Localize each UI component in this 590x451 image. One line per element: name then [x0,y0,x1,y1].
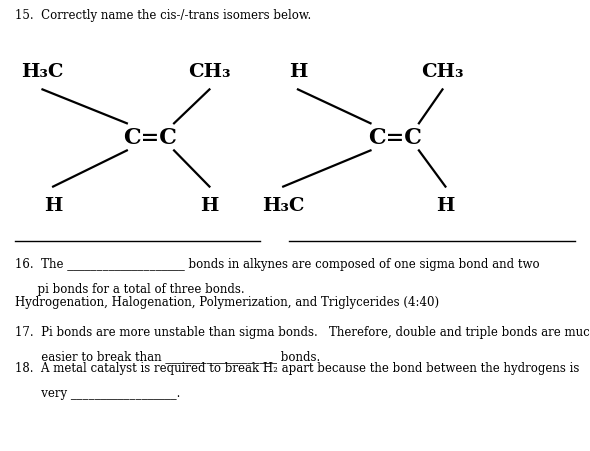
Text: C=C: C=C [368,127,422,148]
Text: CH₃: CH₃ [188,63,231,81]
Text: C=C: C=C [123,127,178,148]
Text: very __________________.: very __________________. [15,386,180,399]
Text: pi bonds for a total of three bonds.: pi bonds for a total of three bonds. [15,282,244,295]
Text: H: H [44,196,63,214]
Text: H: H [200,196,219,214]
Text: H₃C: H₃C [262,196,304,214]
Text: H₃C: H₃C [21,63,64,81]
Text: 17.  Pi bonds are more unstable than sigma bonds.   Therefore, double and triple: 17. Pi bonds are more unstable than sigm… [15,325,590,338]
Text: 18.  A metal catalyst is required to break H₂ apart because the bond between the: 18. A metal catalyst is required to brea… [15,361,579,374]
Text: H: H [436,196,455,214]
Text: easier to break than ___________________ bonds.: easier to break than ___________________… [15,350,320,363]
Text: H: H [289,63,307,81]
Text: CH₃: CH₃ [421,63,464,81]
Text: 16.  The ____________________ bonds in alkynes are composed of one sigma bond an: 16. The ____________________ bonds in al… [15,258,539,270]
Text: Hydrogenation, Halogenation, Polymerization, and Triglycerides (4:40): Hydrogenation, Halogenation, Polymerizat… [15,296,439,308]
Text: 15.  Correctly name the cis-/-trans isomers below.: 15. Correctly name the cis-/-trans isome… [15,9,311,22]
